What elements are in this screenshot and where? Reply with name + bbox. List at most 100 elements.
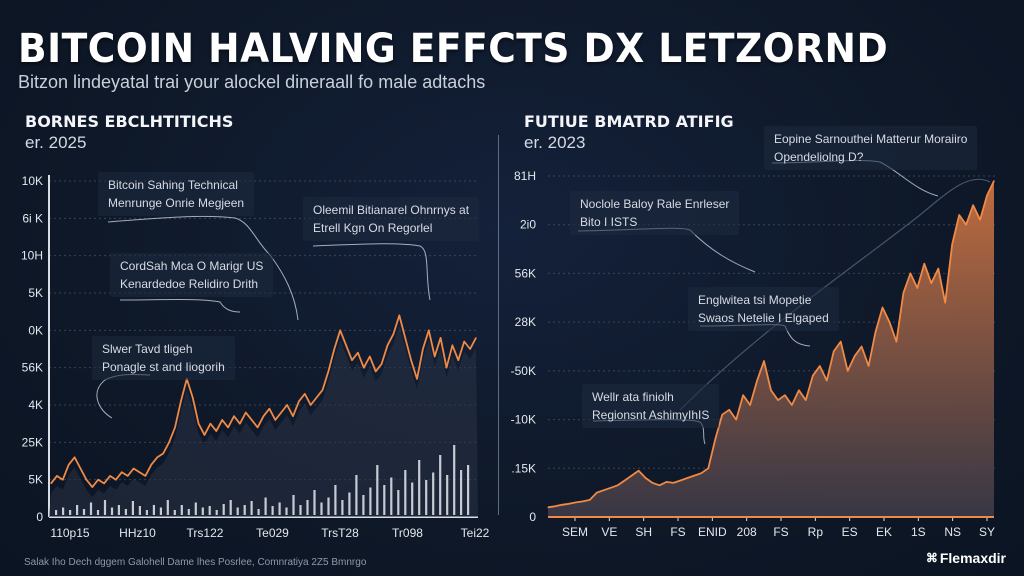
price-point <box>321 389 324 391</box>
price-point <box>944 302 946 304</box>
volume-bar <box>299 505 302 515</box>
right-panel-title: FUTIUE BMATRD ATIFIG <box>524 112 734 131</box>
volume-bar <box>355 475 358 515</box>
x-tick-label: ES <box>842 525 858 539</box>
price-point <box>596 492 598 494</box>
price-point <box>721 414 723 416</box>
price-point <box>686 477 689 479</box>
left-panel-subtitle: er. 2025 <box>25 133 87 152</box>
volume-bar <box>397 490 400 515</box>
price-point <box>658 484 661 486</box>
left-annotation-3: CordSah Mca O Marigr US Kenardedoe Relidi… <box>110 253 274 297</box>
price-point <box>672 482 675 484</box>
price-point <box>103 482 105 484</box>
price-point <box>972 204 974 206</box>
volume-bar <box>215 510 218 515</box>
price-point <box>819 365 821 367</box>
x-tick-label: VE <box>601 525 617 539</box>
price-point <box>62 479 64 481</box>
annotation-line: Wellr ata finiolh <box>592 390 674 404</box>
annotation-line: Menrunge Onrie Megjeen <box>108 196 245 210</box>
volume-bar <box>124 509 127 515</box>
price-point <box>292 415 294 417</box>
price-point <box>868 365 870 367</box>
price-point <box>233 415 235 417</box>
x-tick-label: Te029 <box>256 526 289 540</box>
price-point <box>50 482 52 484</box>
trend-overlay-line <box>679 178 991 411</box>
price-point <box>888 321 891 323</box>
price-point <box>215 430 217 432</box>
price-point <box>770 389 772 391</box>
left-annotation-4: Slwer Tavd tligeh Ponagle st and Iiogorih <box>92 336 235 380</box>
volume-bar <box>411 482 414 515</box>
page-title: BITCOIN HALVING EFFCTS DX LETZORND <box>18 26 889 72</box>
price-point <box>895 341 898 343</box>
price-point <box>958 214 960 216</box>
annotation-connector <box>312 243 431 301</box>
y-tick-label: 10K <box>22 174 43 188</box>
price-point <box>369 355 371 358</box>
annotation-connector <box>119 299 241 313</box>
price-point <box>74 456 76 458</box>
volume-bar <box>271 506 274 515</box>
price-point <box>91 486 93 488</box>
price-point <box>826 380 828 382</box>
price-point <box>475 337 477 339</box>
volume-bar <box>285 507 288 515</box>
volume-bar <box>306 500 309 515</box>
volume-bar <box>250 501 253 515</box>
volume-bar <box>82 509 86 515</box>
price-point <box>239 423 241 425</box>
x-tick-label: ENID <box>698 525 727 539</box>
price-point <box>728 409 730 411</box>
price-point <box>463 340 465 343</box>
x-tick-label: TrsT28 <box>321 526 359 540</box>
price-point <box>434 355 436 358</box>
price-point <box>965 224 967 226</box>
price-point <box>174 426 176 428</box>
price-point <box>624 479 626 482</box>
price-point <box>115 479 117 481</box>
price-point <box>589 499 591 501</box>
price-point <box>791 404 793 406</box>
x-tick-label: SH <box>635 525 652 539</box>
annotation-line: Regionsnt AshimyIhIS <box>592 408 710 422</box>
price-point <box>68 464 70 466</box>
volume-bar <box>404 470 407 515</box>
price-point <box>97 479 99 481</box>
price-point <box>180 400 182 402</box>
annotation-line: Kenardedoe Relidiro Drith <box>120 277 259 291</box>
y-tick-label: -50K <box>511 364 536 378</box>
price-point <box>909 272 912 274</box>
volume-bar <box>194 502 197 515</box>
price-point <box>386 344 389 346</box>
annotation-line: Bitcoin Sahing Technical <box>108 178 238 192</box>
price-point <box>363 367 365 369</box>
price-point <box>138 471 141 473</box>
price-shadow-area <box>49 325 478 517</box>
volume-bar <box>327 497 330 515</box>
price-point <box>422 348 424 350</box>
price-point <box>310 404 312 406</box>
volume-bar <box>110 507 114 515</box>
brand[interactable]: ⌘ Flemaxdir <box>926 550 1006 566</box>
price-point <box>916 287 918 289</box>
x-tick-label: 1S <box>911 525 926 539</box>
volume-bar <box>138 506 141 515</box>
volume-bar <box>264 497 267 515</box>
price-point <box>568 503 570 505</box>
volume-bar <box>292 495 295 515</box>
price-point <box>251 419 253 421</box>
panel-divider <box>498 135 499 515</box>
price-point <box>451 344 453 346</box>
price-point <box>209 423 211 425</box>
price-point <box>280 411 282 414</box>
x-tick-label: 110p15 <box>50 526 89 540</box>
x-tick-label: Rp <box>808 525 824 539</box>
y-tick-label: 56K <box>515 266 536 280</box>
price-point <box>203 434 206 436</box>
price-point <box>610 487 612 489</box>
volume-bar <box>76 505 79 515</box>
price-point <box>707 467 709 469</box>
